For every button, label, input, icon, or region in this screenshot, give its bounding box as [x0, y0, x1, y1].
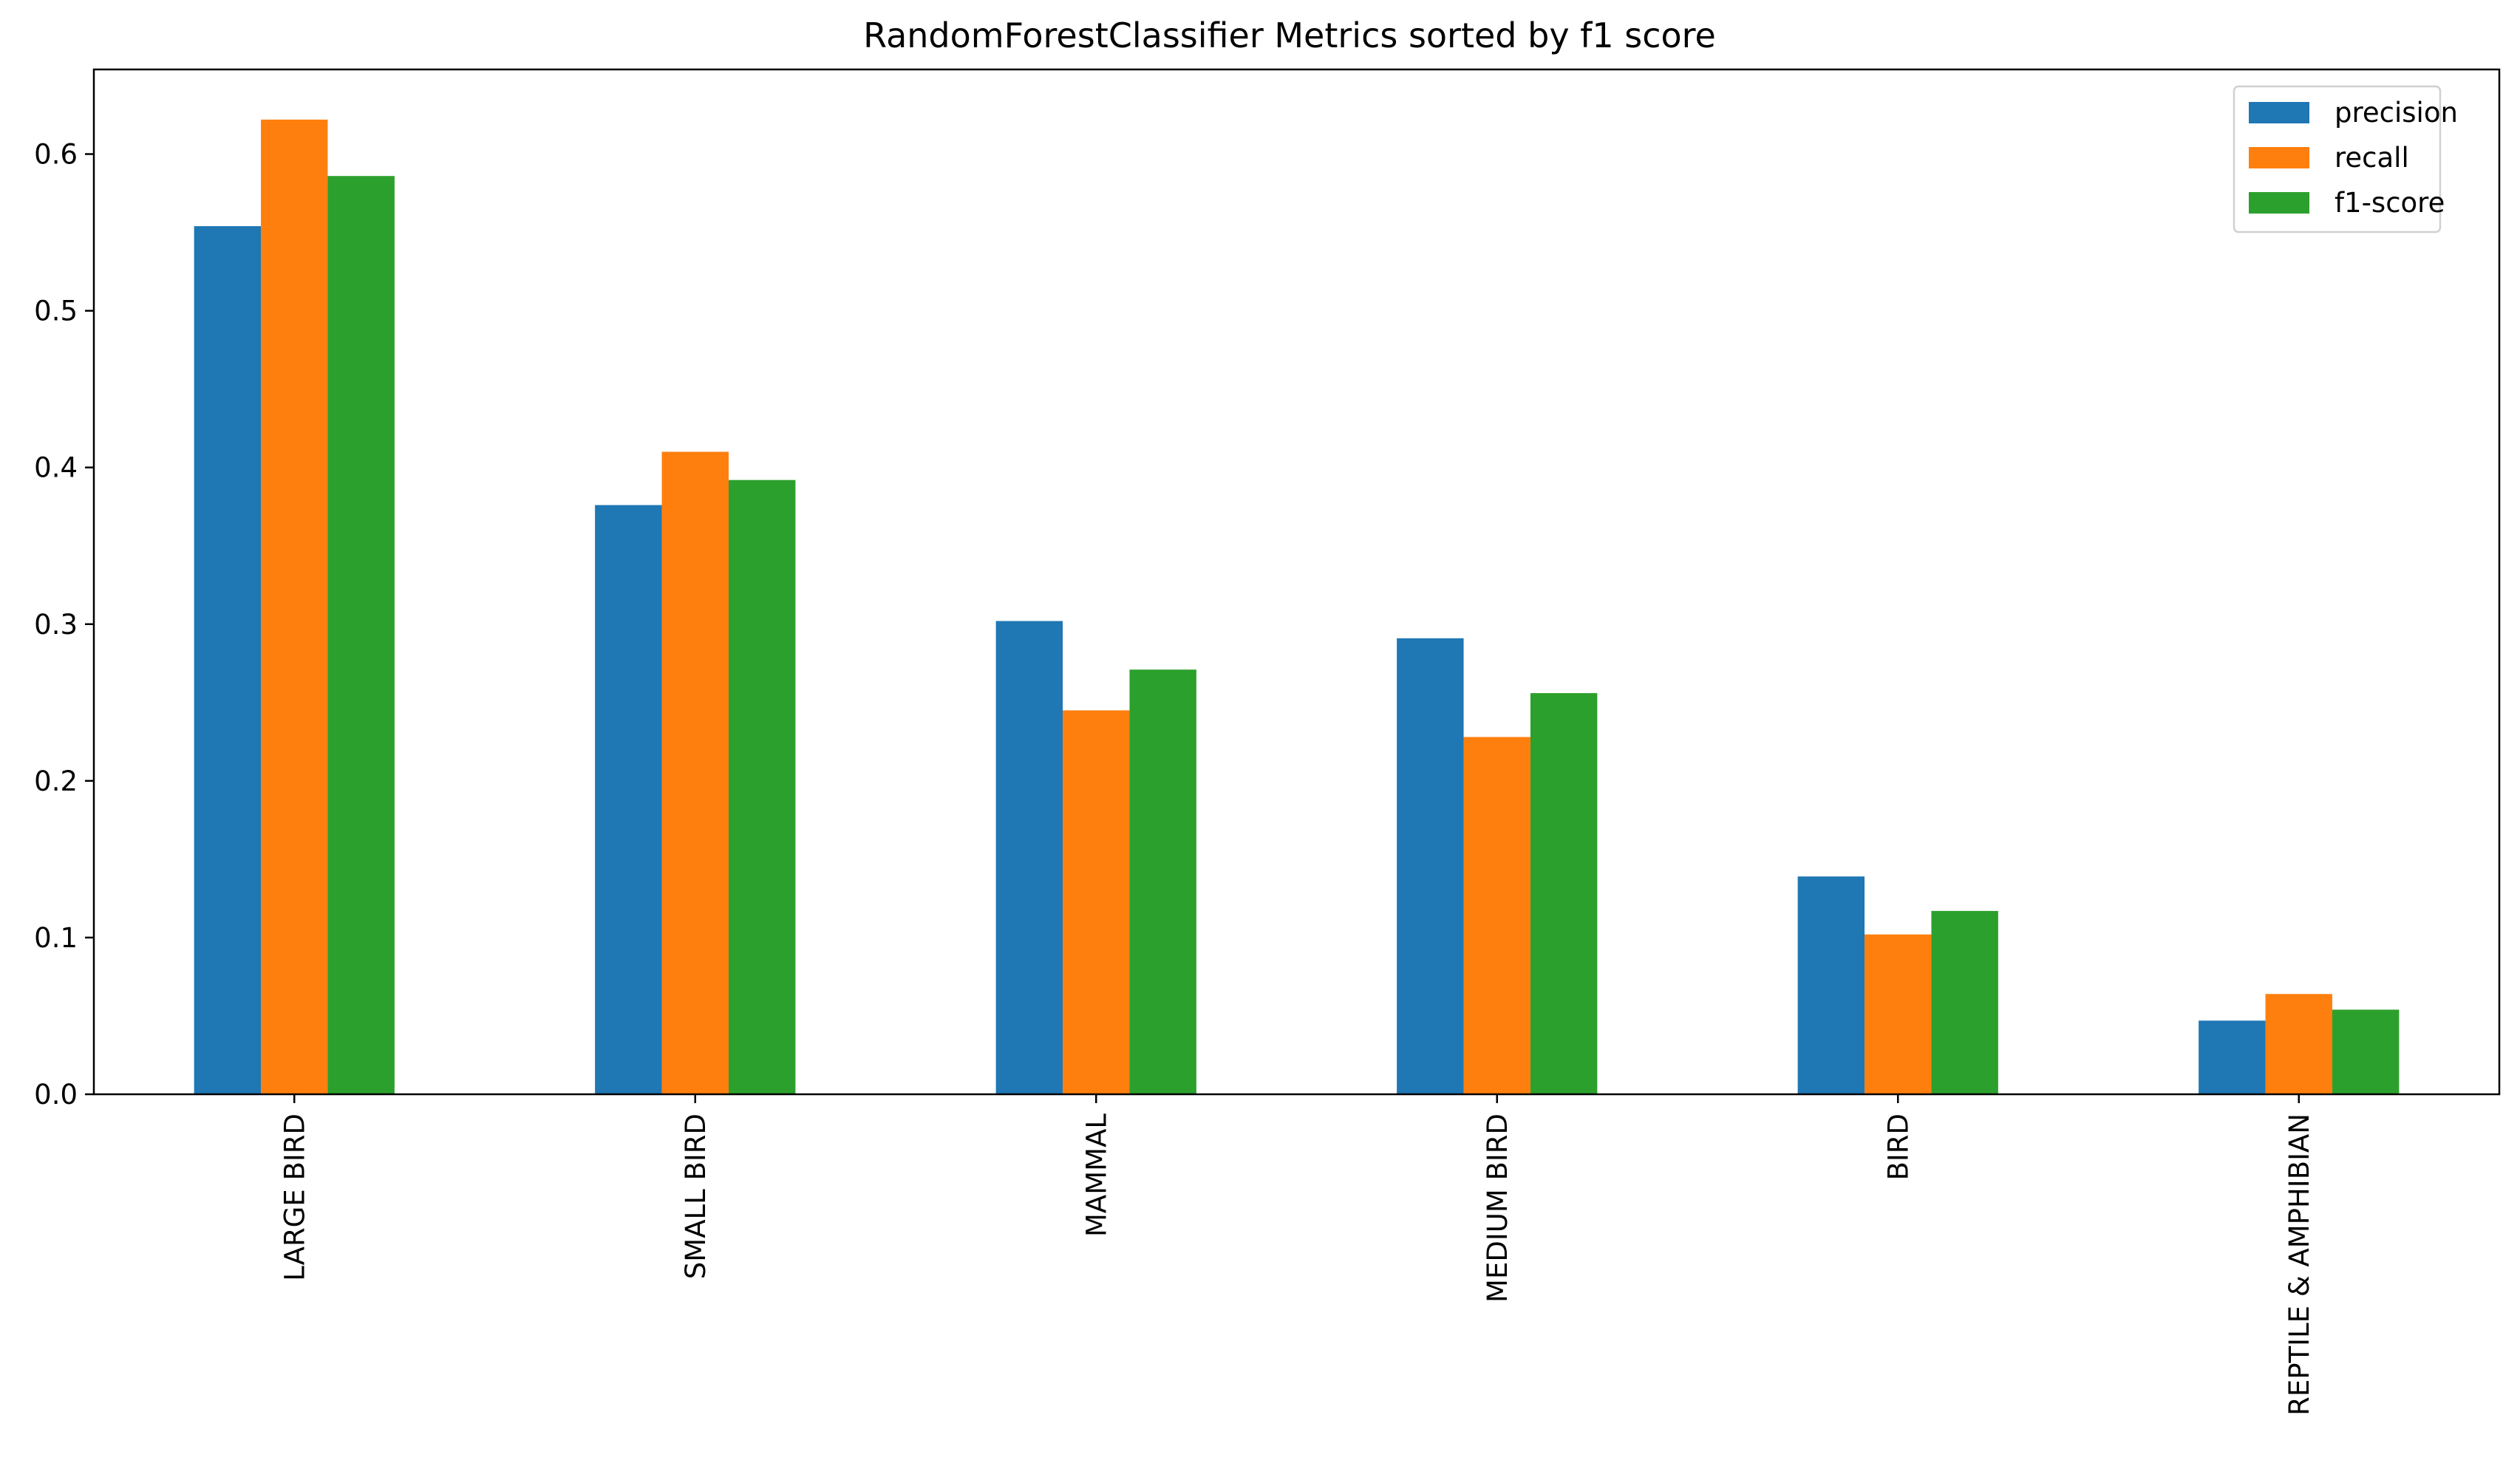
x-tick-label: REPTILE & AMPHIBIAN [2284, 1113, 2315, 1416]
bar-precision-4 [1797, 876, 1865, 1094]
bar-f1-score-2 [1129, 669, 1196, 1094]
x-tick-label: MEDIUM BIRD [1482, 1113, 1513, 1303]
bar-recall-0 [261, 119, 328, 1094]
legend: precision recall f1-score [2233, 85, 2458, 233]
axes-layer [92, 68, 2501, 1096]
bar-recall-3 [1463, 737, 1530, 1094]
y-tick-label: 0.2 [34, 765, 78, 797]
legend-label-recall: recall [2335, 142, 2409, 174]
x-tick-label: BIRD [1882, 1113, 1914, 1181]
legend-swatch-precision [2249, 102, 2309, 123]
bar-f1-score-4 [1931, 910, 1998, 1094]
bar-precision-5 [2199, 1020, 2266, 1094]
bar-f1-score-1 [728, 480, 796, 1094]
bar-recall-1 [661, 451, 729, 1094]
bar-f1-score-5 [2332, 1009, 2400, 1094]
x-axis-ticks: LARGE BIRD SMALL BIRD MAMMAL MEDIUM BIRD BIR… [279, 1094, 2315, 1416]
legend-swatch-recall [2249, 147, 2309, 168]
bar-recall-5 [2265, 994, 2332, 1094]
x-tick-label: SMALL BIRD [680, 1113, 712, 1279]
bar-f1-score-3 [1530, 693, 1598, 1094]
bar-precision-2 [995, 621, 1063, 1094]
bars-layer [194, 119, 2400, 1095]
legend-swatch-f1-score [2249, 192, 2309, 214]
chart-title: RandomForestClassifier Metrics sorted by… [863, 16, 1716, 55]
y-tick-label: 0.5 [34, 296, 78, 327]
x-tick-label: LARGE BIRD [279, 1113, 310, 1281]
legend-label-precision: precision [2335, 97, 2458, 129]
y-tick-label: 0.4 [34, 452, 78, 484]
y-tick-label: 0.6 [34, 139, 78, 171]
legend-label-f1-score: f1-score [2335, 187, 2445, 219]
x-tick-label: MAMMAL [1080, 1113, 1112, 1237]
plot-frame [92, 68, 2501, 1096]
y-tick-label: 0.1 [34, 922, 78, 954]
bar-precision-0 [194, 226, 262, 1095]
y-tick-label: 0.3 [34, 609, 78, 641]
bar-recall-2 [1063, 710, 1130, 1094]
bar-precision-3 [1397, 638, 1464, 1094]
bar-recall-4 [1865, 934, 1932, 1094]
y-tick-label: 0.0 [34, 1079, 78, 1111]
bar-precision-1 [595, 505, 662, 1094]
y-axis-ticks: 0.0 0.1 0.2 0.3 0.4 0.5 0.6 [34, 139, 94, 1111]
bar-f1-score-0 [327, 176, 395, 1095]
